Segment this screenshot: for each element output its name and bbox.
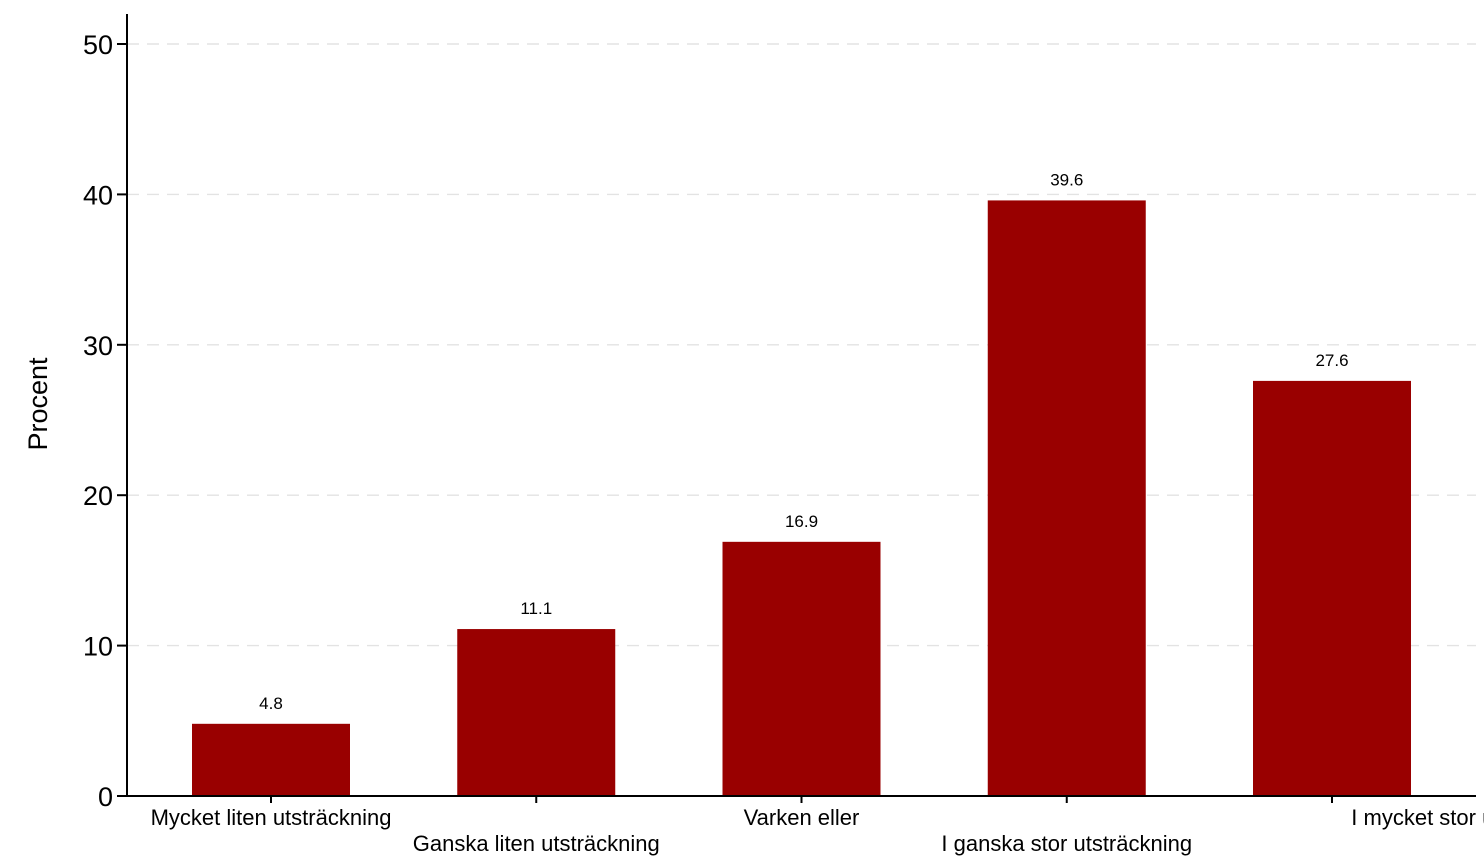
y-tick-label: 10 bbox=[83, 632, 113, 662]
x-tick-label: Varken eller bbox=[744, 805, 860, 830]
data-label: 27.6 bbox=[1315, 351, 1348, 370]
y-tick-label: 50 bbox=[83, 30, 113, 60]
y-axis-ticks: 0 10 20 30 40 50 bbox=[83, 30, 127, 812]
data-label: 11.1 bbox=[520, 599, 552, 618]
data-label: 16.9 bbox=[785, 512, 818, 531]
x-tick-label: I ganska stor utsträckning bbox=[941, 831, 1192, 856]
x-axis-ticks: Mycket liten utsträckning Ganska liten ut… bbox=[151, 796, 1484, 856]
y-tick-label: 40 bbox=[83, 180, 113, 210]
data-label: 4.8 bbox=[259, 694, 283, 713]
bar bbox=[1253, 380, 1411, 796]
x-tick-label: Ganska liten utsträckning bbox=[413, 831, 660, 856]
x-tick-label: I mycket stor utsträckning bbox=[1351, 805, 1484, 830]
y-tick-label: 20 bbox=[83, 481, 113, 511]
bar bbox=[722, 541, 881, 796]
y-axis-title: Procent bbox=[23, 357, 53, 451]
y-tick-label: 30 bbox=[83, 331, 113, 361]
data-label: 39.6 bbox=[1050, 170, 1083, 189]
bar bbox=[457, 629, 616, 796]
data-labels: 4.8 11.1 16.9 39.6 27.6 bbox=[259, 170, 1348, 712]
gridlines bbox=[127, 43, 1476, 647]
bar bbox=[192, 723, 350, 796]
bar bbox=[987, 200, 1146, 796]
x-tick-label: Mycket liten utsträckning bbox=[151, 805, 392, 830]
y-tick-label: 0 bbox=[98, 782, 113, 812]
bars bbox=[192, 200, 1411, 796]
